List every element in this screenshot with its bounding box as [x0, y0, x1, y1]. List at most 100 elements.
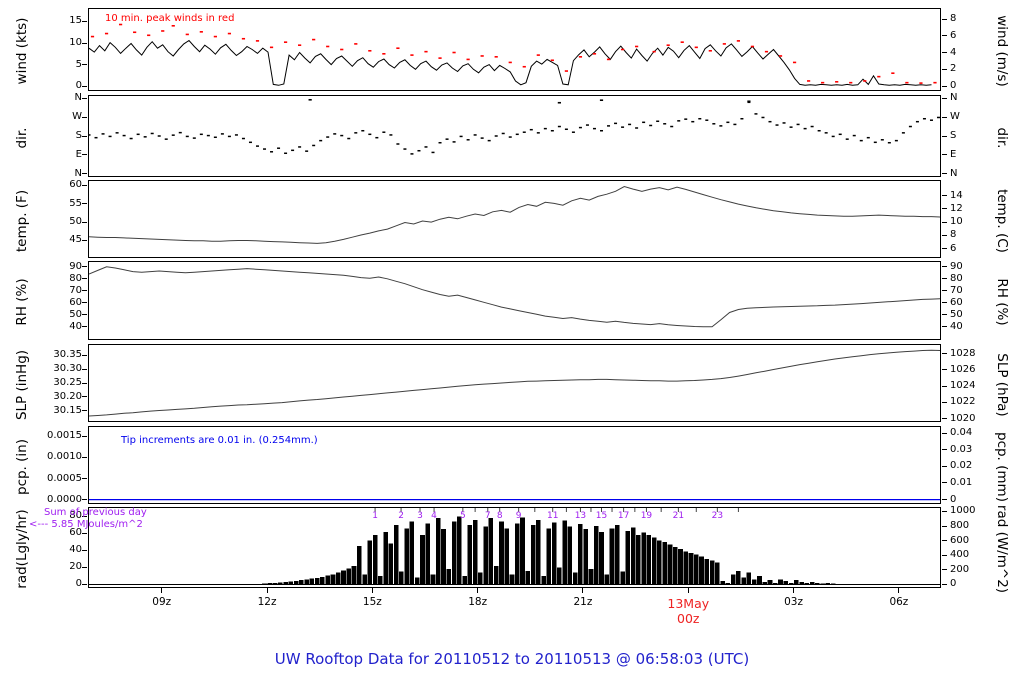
temp-left-tick: [82, 203, 87, 205]
wind-right-tick: [942, 35, 947, 37]
humidity-panel: [88, 261, 941, 340]
rad-right-tick: [942, 525, 947, 527]
slp-right-tick: [942, 418, 947, 420]
wind-left-tick-label: 5: [75, 58, 82, 70]
rh-right-tick-label: 90: [950, 260, 963, 272]
slp-right-tick-label: 1028: [950, 347, 976, 359]
dir-left-tick-label: N: [74, 167, 82, 179]
slp-left-tick-label: 30.35: [53, 349, 82, 361]
temp-left-tick: [82, 184, 87, 186]
wind-right-tick: [942, 68, 947, 70]
pcp-left-tick: [82, 478, 87, 479]
slp-right-tick-label: 1020: [950, 412, 976, 424]
dir-right-tick: [942, 97, 947, 99]
rad-right-tick-label: 600: [950, 534, 970, 546]
dir-right-tick-label: W: [950, 111, 960, 123]
pcp-right-tick-label: 0.01: [950, 476, 973, 488]
dir-left-tick-label: E: [75, 148, 82, 160]
pcp-left-tick-label: 0.0010: [47, 451, 82, 463]
wind-annotation-0: 10 min. peak winds in red: [105, 13, 235, 24]
wind-left-tick-label: 10: [69, 37, 82, 49]
dir-right-tick: [942, 135, 947, 137]
rh-right-tick: [942, 290, 947, 292]
rh-right-tick-label: 40: [950, 320, 963, 332]
pcp-left-tick-label: 0.0000: [47, 493, 82, 505]
wind-left-tick: [82, 64, 87, 66]
rh-left-tick-label: 80: [69, 272, 82, 284]
wind-right-tick-label: 6: [950, 29, 957, 41]
temp-left-tick-label: 45: [69, 234, 82, 246]
rad-hour-marker-7: 7: [484, 511, 491, 521]
slp-right-tick: [942, 369, 947, 371]
rad-right-tick-label: 0: [950, 578, 957, 590]
rad-hour-marker-13: 13: [574, 511, 587, 521]
dir-left-tick-label: W: [72, 111, 82, 123]
temp-plot: [89, 185, 940, 244]
rad-left-tick: [82, 583, 87, 585]
temp-right-tick: [942, 234, 947, 236]
pcp-right-tick-label: 0: [950, 493, 957, 505]
rad-annotation-0: Sum of previous day: [44, 507, 147, 518]
x-tick-21z: [582, 588, 584, 593]
x-tick-label-09z: 09z: [152, 596, 172, 608]
temp-left-tick-label: 60: [69, 179, 82, 191]
rad-right-tick: [942, 510, 947, 512]
wind-speed: [89, 39, 932, 86]
x-tick-12z: [266, 588, 268, 593]
slp-left-tick: [82, 396, 87, 398]
rad-hour-marker-23: 23: [711, 511, 724, 521]
rh-right-tick: [942, 266, 947, 268]
pcp-left-tick: [82, 499, 87, 501]
temp-right-tick: [942, 248, 947, 250]
rad-right-axis-title: rad (W/m^2): [994, 504, 1010, 594]
temp-right-tick-label: 12: [950, 202, 963, 214]
rad-hour-marker-21: 21: [672, 511, 685, 521]
relative-humidity: [89, 266, 940, 328]
slp-left-tick: [82, 410, 87, 412]
x-tick-06z: [898, 588, 900, 593]
rad-hour-marker-17: 17: [617, 511, 630, 521]
rh-left-tick-label: 60: [69, 296, 82, 308]
slp-left-tick: [82, 368, 87, 370]
dir-right-tick: [942, 154, 947, 156]
rad-right-tick-label: 800: [950, 520, 970, 531]
x-tick-label-15z: 15z: [362, 596, 382, 608]
rad-left-tick-label: 60: [69, 527, 82, 539]
pcp-right-tick-label: 0.03: [950, 443, 973, 455]
temp-left-tick-label: 55: [69, 197, 82, 209]
pcp-left-tick-label: 0.0015: [47, 430, 82, 442]
pcp-right-tick-label: 0.04: [950, 427, 973, 439]
x-tick-13May: [687, 588, 689, 593]
rh-right-tick-label: 50: [950, 308, 963, 320]
rad-right-tick: [942, 554, 947, 556]
temperature-panel: [88, 180, 941, 258]
rh-right-tick: [942, 302, 947, 304]
wind-right-tick-label: 4: [950, 46, 957, 58]
slp-right-tick-label: 1026: [950, 363, 976, 375]
dir-left-tick: [82, 173, 87, 175]
dir-right-tick-label: S: [950, 130, 957, 141]
slp-left-tick-label: 30.25: [53, 377, 82, 388]
rh-right-tick-label: 80: [950, 272, 963, 284]
x-tick-label-21z: 21z: [573, 596, 593, 608]
temp-right-tick: [942, 195, 947, 197]
page-title: UW Rooftop Data for 20110512 to 20110513…: [274, 650, 750, 668]
rh-right-tick-label: 70: [950, 284, 963, 296]
rad-hour-marker-11: 11: [546, 511, 559, 521]
rh-plot: [89, 266, 940, 328]
dir-right-tick: [942, 116, 947, 118]
wind-plot: [89, 23, 937, 86]
rh-left-tick: [82, 266, 87, 268]
rad-plot: [89, 508, 940, 585]
dir-left-tick-label: S: [75, 130, 82, 141]
x-tick-label-06z: 06z: [889, 596, 909, 608]
wind-right-tick-label: 2: [950, 63, 957, 75]
x-tick-label-12z: 12z: [257, 596, 277, 608]
rh-left-tick: [82, 314, 87, 316]
pcp-right-tick: [942, 499, 947, 501]
rh-left-tick: [82, 278, 87, 280]
pcp-right-tick-label: 0.02: [950, 460, 973, 472]
wind-right-tick-label: 0: [950, 80, 957, 92]
rad-hour-marker-15: 15: [595, 511, 608, 521]
